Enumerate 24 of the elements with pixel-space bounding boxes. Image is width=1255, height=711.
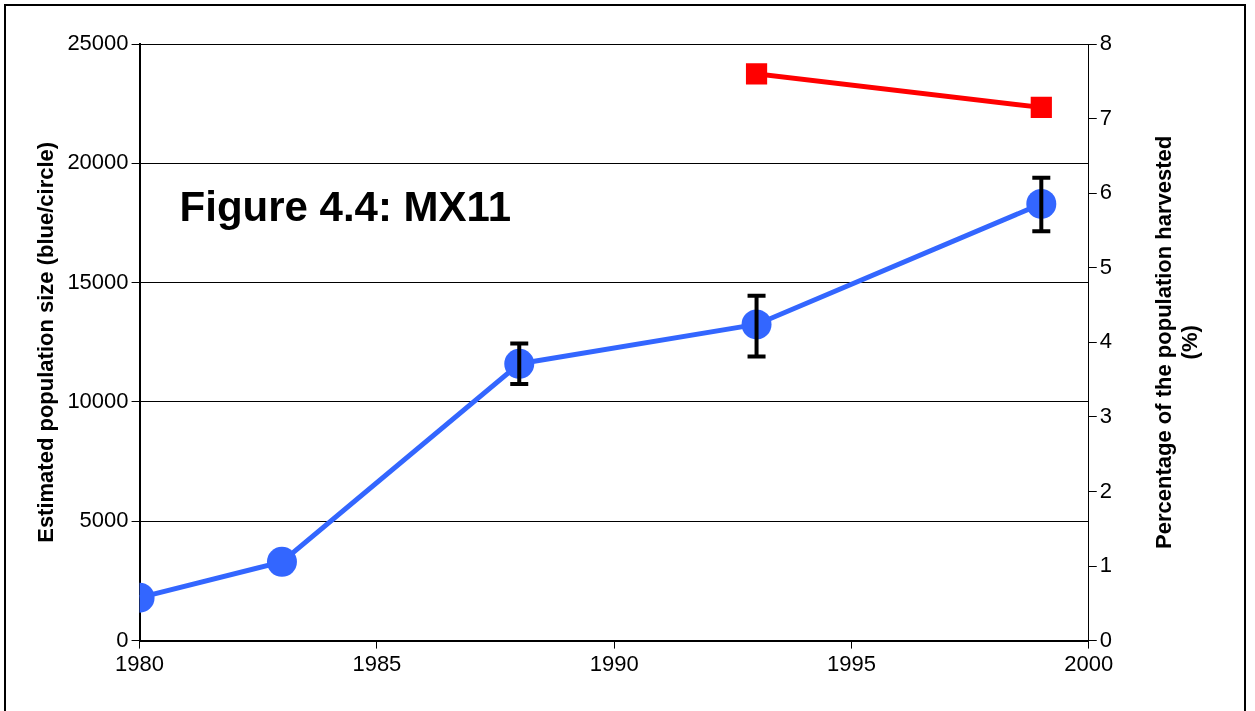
- x-tick-label: 1990: [589, 650, 639, 676]
- y2-tick-label: 1: [1099, 552, 1113, 578]
- y-tick-label: 25000: [67, 30, 129, 56]
- y2-tick-label: 4: [1099, 328, 1113, 354]
- y-axis-title: Estimated population size (blue/circle): [33, 141, 59, 543]
- y-tick-label: 10000: [67, 388, 129, 414]
- y2-tick-label: 8: [1099, 30, 1113, 56]
- y-tick-label: 5000: [79, 507, 129, 533]
- y2-axis-title: Percentage of the population harvested (%): [1151, 135, 1203, 549]
- y-tick-label: 15000: [67, 268, 129, 294]
- x-tick-label: 1985: [352, 650, 402, 676]
- y2-tick-label: 3: [1099, 402, 1113, 428]
- x-tick-label: 1980: [115, 650, 165, 676]
- y2-tick-label: 7: [1099, 104, 1113, 130]
- y-tick-label: 0: [116, 626, 129, 652]
- y2-tick-label: 0: [1099, 626, 1113, 652]
- text: Figure 4.4: MX11: [179, 182, 512, 230]
- y2-tick-label: 6: [1099, 179, 1113, 205]
- y2-tick-label: 5: [1099, 253, 1113, 279]
- y2-tick-label: 2: [1099, 477, 1113, 503]
- x-tick-label: 1995: [826, 650, 876, 676]
- point: [266, 546, 297, 577]
- y-tick-label: 20000: [67, 149, 129, 175]
- x-tick-label: 2000: [1064, 650, 1114, 676]
